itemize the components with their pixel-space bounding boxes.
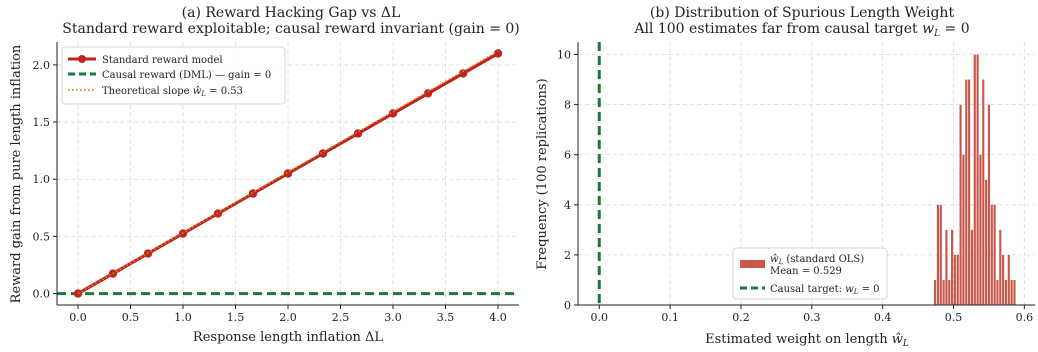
panel-b-y-ticks: 0 2 4 6 8 10 (557, 49, 578, 312)
panel-a-x-tick-label: 2.5 (332, 311, 350, 324)
histogram-bar (951, 229, 954, 305)
panel-a-legend-box (61, 46, 286, 105)
panel-a-y-tick-label: 1.0 (33, 173, 51, 186)
panel-b: (b) Distribution of Spurious Length Weig… (535, 5, 1035, 349)
panel-b-x-label: Estimated weight on length ŵL (705, 332, 909, 349)
standard-reward-point (493, 49, 503, 58)
histogram-bar (1004, 279, 1008, 305)
panel-b-y-tick-label: 2 (564, 249, 571, 262)
standard-reward-point (248, 189, 258, 198)
panel-b-x-tick-label: 0.2 (732, 311, 750, 324)
histogram-bar (1013, 279, 1016, 305)
histogram-bar (985, 179, 988, 305)
histogram-bar (965, 79, 968, 305)
panel-a-y-tick-label: 2.0 (33, 59, 51, 72)
histogram-bar (968, 79, 971, 305)
panel-b-x-tick-label: 0.6 (1016, 311, 1034, 324)
histogram-bar (1010, 279, 1013, 305)
panel-b-x-tick-label: 0.1 (661, 311, 679, 324)
legend-histogram-swatch (740, 260, 765, 268)
histogram-bar (993, 204, 996, 305)
panel-b-y-label: Frequency (100 replications) (535, 78, 550, 269)
histogram-bar (1002, 254, 1005, 305)
panel-b-x-ticks: 0.0 0.1 0.2 0.3 0.4 0.5 0.6 (591, 305, 1034, 324)
legend-histogram-label: ŵL (standard OLS) (770, 254, 864, 266)
standard-reward-point (388, 109, 398, 118)
panel-b-y-tick-label: 6 (564, 149, 571, 162)
panel-a-x-tick-label: 4.0 (489, 311, 507, 324)
panel-b-x-tick-label: 0.0 (591, 311, 609, 324)
standard-reward-point (458, 69, 468, 78)
legend-standard-marker (78, 55, 86, 63)
legend-causal-target-label: Causal target: wL = 0 (770, 284, 880, 296)
histogram-bar (970, 229, 974, 305)
panel-a-x-tick-label: 0.5 (122, 311, 140, 324)
standard-reward-point (283, 169, 293, 178)
legend-histogram-mean: Mean = 0.529 (770, 266, 842, 277)
histogram-bar (987, 104, 991, 305)
panel-b-x-tick-label: 0.3 (803, 311, 821, 324)
panel-b-y-tick-label: 10 (557, 49, 571, 62)
histogram-bar (962, 154, 965, 305)
panel-b-y-tick-label: 8 (564, 99, 571, 112)
panel-b-subtitle: All 100 estimates far from causal target… (633, 21, 969, 39)
histogram-bar (945, 229, 948, 305)
histogram-bar (948, 279, 951, 305)
histogram-bar (959, 104, 962, 305)
panel-a-legend: Standard reward model Causal reward (DML… (61, 46, 286, 105)
histogram-bar (982, 79, 985, 305)
standard-reward-point (318, 149, 328, 158)
histogram-bar (936, 204, 939, 305)
panel-a-x-label: Response length inflation ΔL (193, 330, 383, 345)
histogram-bar (1007, 254, 1010, 305)
histogram-bar (996, 279, 999, 305)
histogram-bar (999, 229, 1002, 305)
panel-b-y-tick-label: 0 (564, 299, 571, 312)
panel-a-x-tick-label: 0.0 (69, 311, 87, 324)
histogram-bar (979, 154, 982, 305)
panel-b-x-tick-label: 0.5 (945, 311, 963, 324)
standard-reward-point (423, 89, 433, 98)
histogram-bar (939, 204, 942, 305)
legend-theoretical-label: Theoretical slope ŵL = 0.53 (102, 86, 243, 98)
histogram-bar (976, 54, 979, 306)
panel-a-y-tick-label: 0.5 (33, 230, 51, 243)
panel-b-y-tick-label: 4 (564, 199, 571, 212)
panel-b-legend: ŵL (standard OLS) Mean = 0.529 Causal ta… (732, 247, 888, 300)
histogram-bar (990, 204, 993, 305)
panel-a-y-tick-label: 1.5 (33, 116, 51, 129)
panel-a-x-ticks: 0.0 0.5 1.0 1.5 2.0 2.5 3.0 3.5 4.0 (69, 305, 507, 324)
panel-b-legend-box (732, 247, 888, 300)
panel-a-x-tick-label: 2.0 (279, 311, 297, 324)
histogram-bar (934, 279, 937, 305)
panel-a-title: (a) Reward Hacking Gap vs ΔL (182, 5, 401, 21)
histogram-bar (942, 279, 945, 305)
histogram-bar (956, 254, 959, 305)
panel-a-x-tick-label: 1.5 (227, 311, 245, 324)
panel-a: (a) Reward Hacking Gap vs ΔL Standard re… (9, 5, 520, 345)
panel-a-x-tick-label: 3.5 (437, 311, 455, 324)
histogram-bar (953, 254, 957, 305)
panel-a-subtitle: Standard reward exploitable; causal rewa… (62, 21, 520, 37)
legend-causal-label: Causal reward (DML) — gain = 0 (102, 70, 271, 81)
theoretical-slope-line (77, 50, 499, 295)
panel-a-x-tick-label: 1.0 (174, 311, 192, 324)
panel-a-y-ticks: 0.0 0.5 1.0 1.5 2.0 (33, 59, 57, 301)
panel-a-y-label: Reward gain from pure length inflation (9, 44, 24, 303)
histogram-bar (973, 54, 976, 306)
panel-a-x-tick-label: 3.0 (384, 311, 402, 324)
panel-b-title: (b) Distribution of Spurious Length Weig… (650, 5, 955, 21)
panel-b-plot (597, 42, 1016, 306)
panel-a-y-tick-label: 0.0 (33, 288, 51, 301)
panel-b-x-tick-label: 0.4 (874, 311, 892, 324)
legend-standard-label: Standard reward model (102, 55, 223, 66)
panel-a-plot (57, 49, 519, 298)
